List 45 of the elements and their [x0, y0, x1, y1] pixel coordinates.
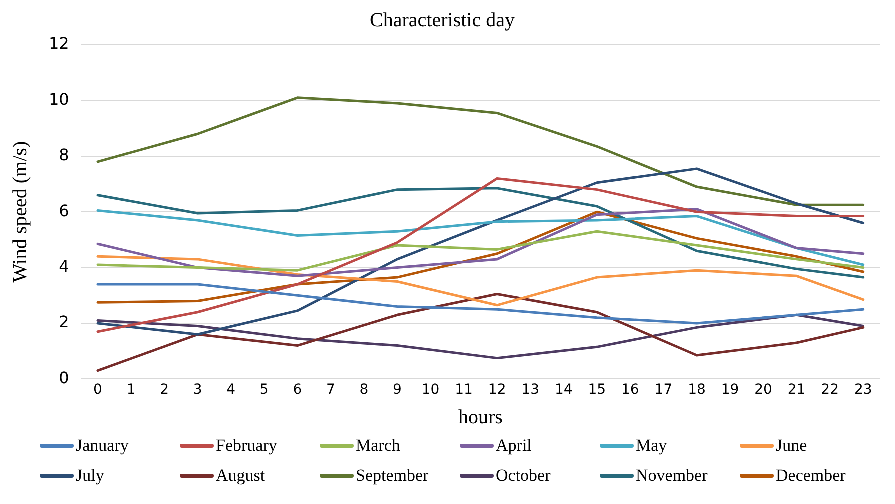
legend-label: May — [636, 436, 668, 456]
y-tick-label: 8 — [59, 146, 70, 165]
x-tick-label: 15 — [588, 382, 606, 398]
y-tick-label: 6 — [59, 201, 70, 220]
legend-label: December — [776, 466, 846, 486]
legend-label: November — [636, 466, 708, 486]
x-tick-label: 8 — [360, 382, 369, 398]
x-tick-label: 17 — [654, 382, 673, 398]
y-tick-label: 10 — [49, 90, 70, 109]
legend-label: April — [496, 436, 532, 456]
x-tick-label: 14 — [554, 382, 573, 398]
x-axis-title: hours — [458, 406, 504, 428]
y-tick-label: 2 — [59, 312, 70, 332]
legend-label: June — [776, 436, 808, 456]
x-tick-label: 5 — [260, 382, 269, 398]
x-tick-label: 16 — [622, 382, 640, 398]
x-tick-label: 4 — [226, 382, 236, 398]
x-tick-label: 3 — [193, 382, 202, 398]
x-tick-label: 0 — [94, 382, 102, 398]
x-tick-label: 1 — [126, 382, 136, 398]
x-tick-label: 21 — [788, 382, 806, 398]
chart-title: Characteristic day — [370, 9, 515, 32]
legend-label: July — [76, 466, 104, 486]
x-tick-label: 20 — [754, 382, 772, 398]
x-tick-label: 19 — [721, 382, 740, 398]
y-tick-label: 12 — [49, 34, 70, 54]
legend-label: January — [76, 436, 129, 456]
x-tick-label: 9 — [393, 382, 402, 398]
x-tick-label: 13 — [522, 382, 540, 398]
x-tick-label: 12 — [488, 382, 506, 398]
legend-label: March — [356, 436, 400, 456]
x-tick-label: 18 — [688, 382, 706, 398]
y-axis-title: Wind speed (m/s) — [9, 141, 32, 283]
y-tick-label: 4 — [59, 256, 70, 276]
legend-label: August — [216, 466, 266, 486]
x-tick-label: 11 — [455, 382, 473, 398]
legend-label: February — [216, 436, 278, 456]
x-tick-label: 7 — [326, 382, 336, 398]
x-tick-label: 2 — [160, 382, 170, 398]
x-tick-label: 22 — [821, 382, 839, 398]
x-tick-label: 10 — [422, 382, 440, 398]
legend-label: October — [496, 466, 551, 486]
legend-label: September — [356, 466, 429, 486]
x-tick-label: 6 — [293, 382, 302, 398]
x-tick-label: 23 — [854, 382, 872, 398]
